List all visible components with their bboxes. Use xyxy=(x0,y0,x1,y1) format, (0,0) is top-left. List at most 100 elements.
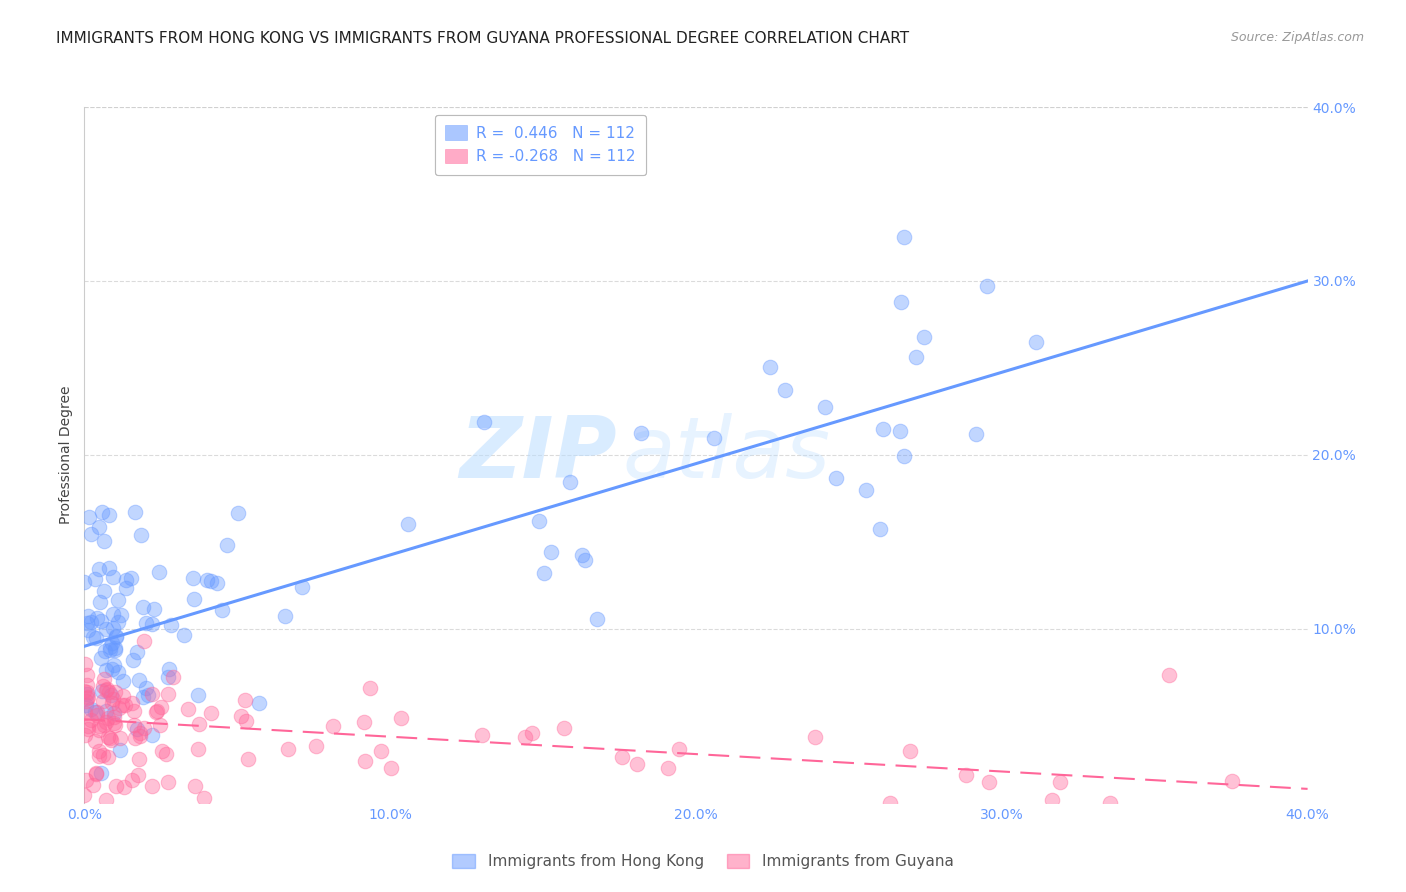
Point xyxy=(76,723,98,737)
Point xyxy=(472,415,495,429)
Point xyxy=(94,644,117,658)
Point xyxy=(104,717,127,731)
Point xyxy=(89,723,111,738)
Point xyxy=(134,721,156,735)
Point xyxy=(471,728,494,742)
Point xyxy=(129,528,152,542)
Point xyxy=(73,789,96,803)
Point xyxy=(396,516,419,531)
Point xyxy=(94,664,117,678)
Legend: Immigrants from Hong Kong, Immigrants from Guyana: Immigrants from Hong Kong, Immigrants fr… xyxy=(446,847,960,875)
Point xyxy=(84,765,107,780)
Point xyxy=(76,616,98,631)
Point xyxy=(101,569,124,583)
Point xyxy=(80,526,103,541)
Point xyxy=(96,681,118,696)
Point xyxy=(98,685,121,699)
Point xyxy=(89,748,111,763)
Point xyxy=(120,571,142,585)
Point xyxy=(872,422,894,436)
Point xyxy=(107,665,129,679)
Point xyxy=(96,622,118,636)
Point xyxy=(626,757,648,772)
Point xyxy=(359,681,381,696)
Point xyxy=(77,623,100,637)
Point xyxy=(855,483,877,498)
Point xyxy=(112,780,135,795)
Point xyxy=(80,615,103,630)
Point xyxy=(160,618,183,632)
Point xyxy=(82,779,104,793)
Point xyxy=(668,741,690,756)
Point xyxy=(93,673,115,687)
Point xyxy=(759,360,782,375)
Legend: R =  0.446   N = 112, R = -0.268   N = 112: R = 0.446 N = 112, R = -0.268 N = 112 xyxy=(434,115,645,175)
Point xyxy=(104,642,127,657)
Point xyxy=(125,723,148,737)
Point xyxy=(574,552,596,566)
Point xyxy=(533,566,555,580)
Point xyxy=(101,607,124,622)
Point xyxy=(157,663,180,677)
Point xyxy=(98,731,121,745)
Point xyxy=(89,719,111,733)
Point xyxy=(612,750,634,764)
Point xyxy=(277,741,299,756)
Point xyxy=(965,427,987,442)
Point xyxy=(149,717,172,731)
Point xyxy=(128,673,150,687)
Point xyxy=(898,744,921,758)
Point xyxy=(108,731,131,745)
Point xyxy=(200,574,222,588)
Point xyxy=(91,684,114,698)
Point xyxy=(91,747,114,762)
Point xyxy=(80,701,103,715)
Point xyxy=(211,603,233,617)
Point xyxy=(115,573,138,587)
Point xyxy=(90,766,112,780)
Point xyxy=(291,580,314,594)
Point xyxy=(1040,793,1063,807)
Point xyxy=(775,384,797,398)
Point xyxy=(112,673,135,688)
Point xyxy=(249,696,271,710)
Point xyxy=(103,716,125,731)
Point xyxy=(101,636,124,650)
Point xyxy=(91,679,114,693)
Point xyxy=(150,700,173,714)
Point xyxy=(124,731,146,746)
Point xyxy=(86,708,108,723)
Text: ZIP: ZIP xyxy=(458,413,616,497)
Point xyxy=(122,704,145,718)
Point xyxy=(177,702,200,716)
Point xyxy=(108,743,131,757)
Point xyxy=(94,683,117,698)
Point xyxy=(571,548,593,562)
Point xyxy=(89,520,111,534)
Point xyxy=(76,608,98,623)
Point xyxy=(353,754,375,768)
Point xyxy=(520,725,543,739)
Point xyxy=(86,631,108,645)
Point xyxy=(132,599,155,614)
Point xyxy=(75,773,97,788)
Point xyxy=(86,767,108,781)
Point xyxy=(200,706,222,720)
Point xyxy=(97,561,120,575)
Point xyxy=(131,690,153,704)
Point xyxy=(553,721,575,735)
Point xyxy=(181,571,204,585)
Point xyxy=(146,705,169,719)
Point xyxy=(97,711,120,725)
Point xyxy=(1099,796,1122,810)
Point xyxy=(103,710,125,724)
Point xyxy=(1220,773,1243,788)
Point xyxy=(125,645,148,659)
Point xyxy=(157,687,180,701)
Point xyxy=(129,729,152,743)
Point xyxy=(98,640,121,655)
Point xyxy=(977,774,1000,789)
Point xyxy=(155,747,177,762)
Point xyxy=(75,728,97,742)
Point xyxy=(83,572,105,586)
